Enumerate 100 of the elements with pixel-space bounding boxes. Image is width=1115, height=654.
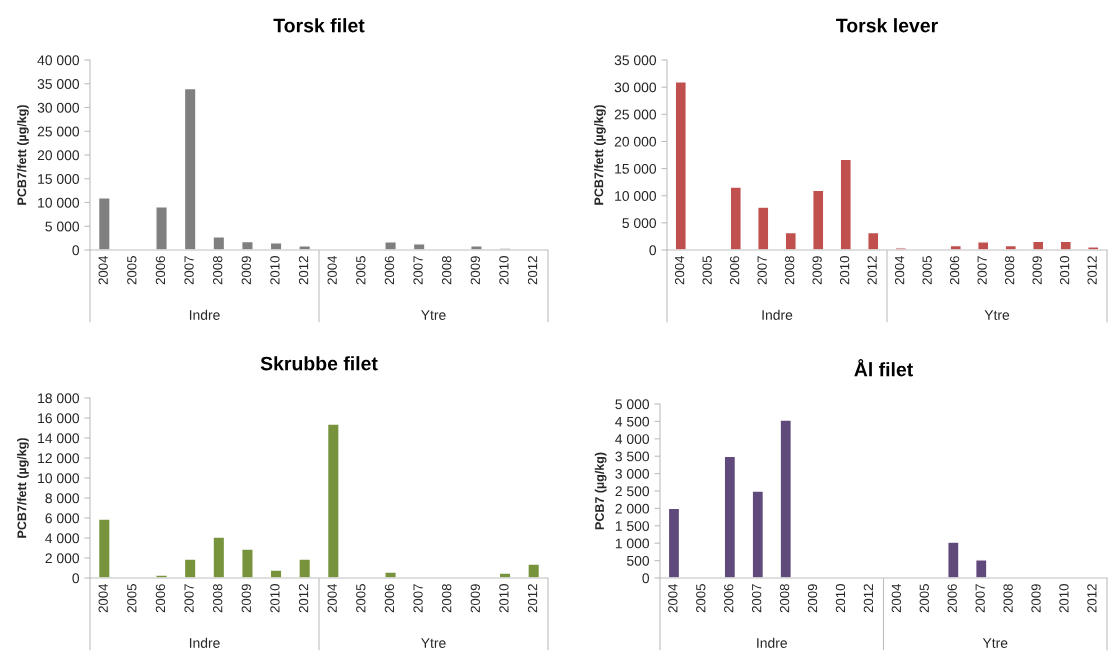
x-tick-label: 2006	[384, 256, 395, 285]
x-tick-label: 2012	[1087, 256, 1097, 285]
x-tick-label: 2004	[98, 255, 108, 285]
x-tick-label: 2007	[184, 256, 194, 285]
x-tick-label: 2012	[863, 584, 874, 613]
x-tick-label: 2008	[784, 256, 795, 285]
x-tick-label: 2009	[807, 584, 818, 613]
x-tick-label: 2010	[1059, 256, 1070, 285]
x-tick-label: 2008	[442, 256, 452, 285]
text: Ytre	[421, 638, 446, 648]
y-tick-label: 20 000	[614, 136, 657, 147]
y-axis-title: PCB7 (µg/kg)	[594, 452, 607, 530]
text: Indre	[757, 637, 787, 648]
y-tick-label: 5 000	[622, 218, 657, 229]
y-tick-label: 1 000	[615, 538, 650, 549]
x-tick-label: 2006	[155, 584, 166, 613]
x-tick-label: 2007	[751, 584, 762, 613]
x-tick-label: 2012	[298, 256, 309, 285]
x-tick-label: 2009	[1031, 584, 1041, 613]
y-tick-label: 30 000	[614, 82, 657, 93]
y-axis-title: PCB7/fett (µg/kg)	[17, 438, 29, 538]
x-tick-label: 2004	[98, 583, 108, 613]
x-tick-label: 2009	[470, 584, 480, 613]
x-tick-label: 2007	[757, 256, 767, 285]
y-tick-label: 2 000	[615, 503, 650, 514]
x-tick-label: 2007	[977, 256, 987, 285]
x-tick-label: 2008	[1004, 256, 1015, 285]
y-tick-label: 500	[626, 555, 650, 566]
y-tick-label: 3 000	[615, 468, 650, 479]
x-tick-label: 2004	[668, 583, 678, 613]
y-tick-label: 35 000	[614, 55, 657, 66]
x-tick-label: 2010	[1059, 584, 1069, 613]
x-tick-label: 2006	[155, 256, 166, 285]
y-tick-label: 0	[649, 245, 657, 256]
y-tick-label: 4 000	[45, 533, 80, 544]
y-tick-label: 4 000	[615, 434, 650, 444]
x-tick-label: 2005	[127, 584, 137, 613]
x-tick-label: 2006	[384, 584, 395, 613]
y-tick-label: 10 000	[615, 191, 657, 201]
x-tick-label: 2005	[919, 584, 929, 613]
x-tick-label: 2008	[1003, 584, 1013, 613]
y-tick-label: 6 000	[45, 513, 80, 524]
x-tick-label: 2005	[922, 256, 932, 285]
chart-title: Torsk lever	[836, 18, 938, 33]
y-tick-label: 0	[72, 245, 80, 256]
x-tick-label: 2005	[696, 584, 706, 613]
y-tick-label: 12 000	[38, 453, 80, 464]
x-tick-label: 2005	[127, 256, 137, 285]
x-tick-label: 2004	[327, 255, 337, 285]
x-tick-label: 2006	[947, 584, 957, 613]
x-tick-label: 2009	[241, 256, 251, 285]
y-tick-label: 30 000	[37, 102, 80, 113]
x-tick-label: 2009	[241, 584, 251, 613]
x-tick-label: 2008	[213, 256, 223, 285]
text: Ytre	[421, 310, 446, 320]
x-tick-label: 2010	[839, 256, 850, 285]
x-tick-label: 2010	[499, 584, 509, 613]
x-tick-label: 2005	[356, 256, 366, 285]
x-tick-label: 2006	[729, 256, 740, 285]
x-tick-label: 2004	[891, 583, 902, 613]
y-axis-title: PCB7/fett (µg/kg)	[594, 105, 606, 205]
y-axis-title: PCB7/fett (µg/kg)	[17, 105, 29, 205]
x-tick-label: 2007	[184, 584, 194, 613]
x-tick-label: 2008	[779, 584, 790, 613]
y-tick-label: 35 000	[37, 79, 80, 89]
x-tick-label: 2007	[975, 584, 985, 613]
y-tick-label: 40 000	[37, 55, 80, 66]
x-tick-label: 2010	[270, 256, 280, 285]
x-tick-label: 2004	[674, 255, 685, 285]
y-tick-label: 10 000	[38, 473, 80, 484]
x-tick-label: 2005	[702, 256, 712, 285]
y-tick-label: 1 500	[615, 521, 650, 531]
x-tick-label: 2010	[835, 584, 846, 613]
y-tick-label: 15 000	[38, 174, 80, 184]
x-tick-label: 2009	[470, 256, 480, 285]
y-tick-label: 4 500	[615, 416, 650, 427]
y-tick-label: 3 500	[615, 451, 650, 462]
y-tick-label: 0	[642, 573, 650, 584]
x-tick-label: 2006	[949, 256, 960, 285]
y-tick-label: 25 000	[614, 109, 657, 120]
x-tick-label: 2012	[1087, 584, 1097, 613]
x-tick-label: 2008	[213, 584, 223, 613]
y-tick-label: 10 000	[38, 197, 80, 208]
x-tick-label: 2005	[356, 584, 366, 613]
text: Indre	[189, 637, 220, 648]
x-tick-label: 2004	[894, 255, 905, 285]
x-tick-label: 2010	[270, 584, 280, 613]
y-tick-label: 2 500	[615, 486, 650, 497]
y-tick-label: 2 000	[45, 553, 80, 564]
y-tick-label: 8 000	[45, 493, 80, 504]
text: Ytre	[982, 638, 1008, 648]
chart-title: Torsk filet	[273, 18, 365, 33]
y-tick-label: 5 000	[45, 221, 80, 232]
y-tick-label: 14 000	[38, 433, 80, 444]
x-tick-label: 2009	[1032, 256, 1042, 285]
chart-title: Ål filet	[854, 359, 913, 377]
x-tick-label: 2012	[298, 584, 309, 613]
x-tick-label: 2007	[413, 584, 423, 613]
y-tick-label: 25 000	[37, 126, 80, 137]
y-tick-label: 18 000	[38, 393, 80, 404]
